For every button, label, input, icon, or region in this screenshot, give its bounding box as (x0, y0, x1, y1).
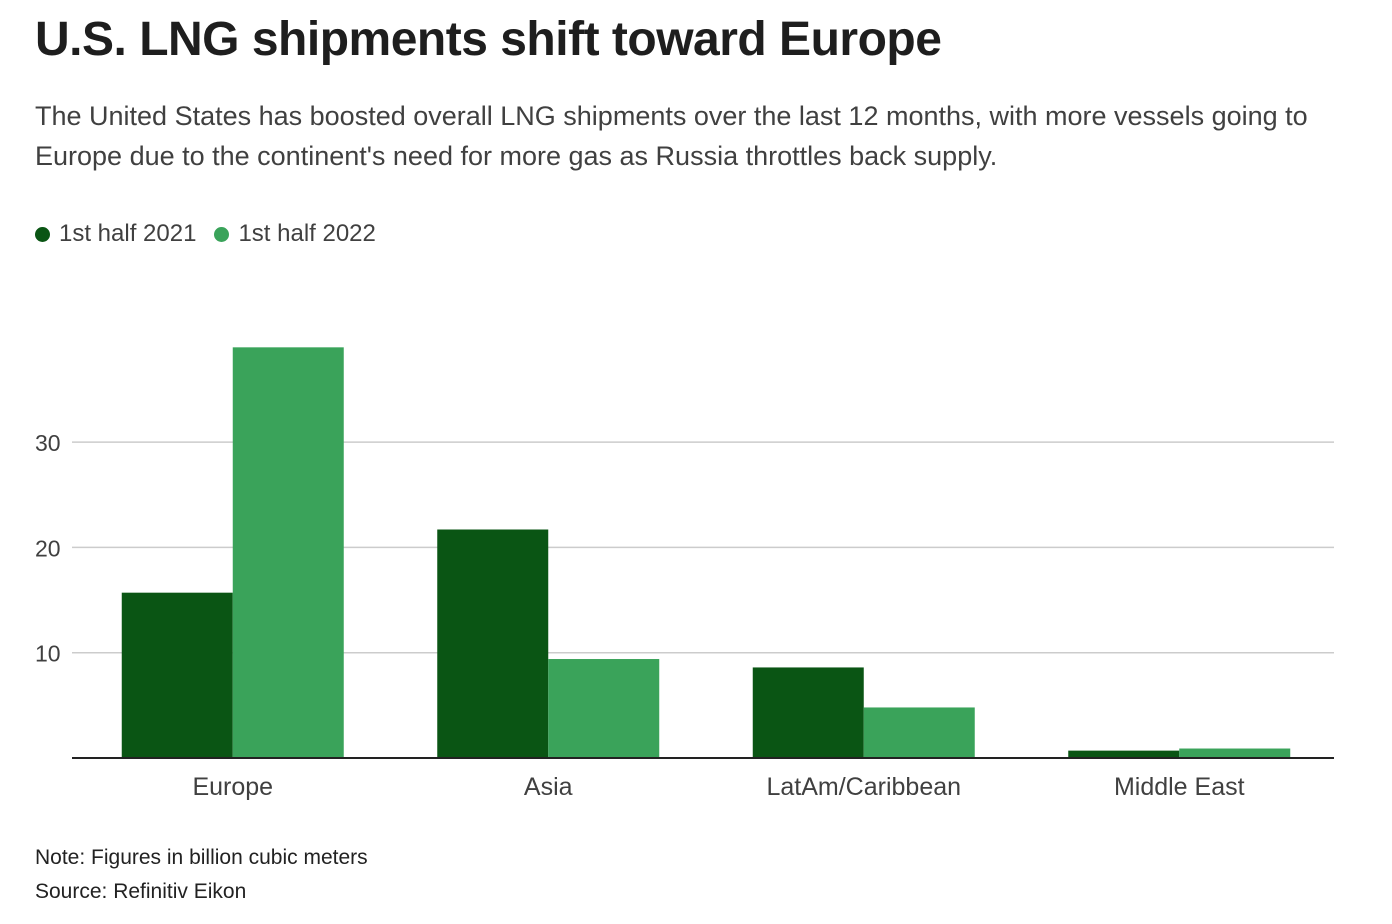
x-tick-label-latam-caribbean: LatAm/Caribbean (766, 773, 961, 801)
legend-swatch-2022 (214, 226, 230, 242)
chart-note: Note: Figures in billion cubic meters (35, 846, 368, 869)
legend-item-2021: 1st half 2021 (35, 220, 196, 248)
y-tick-label-30: 30 (35, 430, 61, 456)
bar-europe-2022 (232, 347, 344, 758)
bar-asia-2022 (548, 659, 660, 758)
legend-item-2022: 1st half 2022 (214, 220, 376, 248)
bar-middle-east-2021 (1068, 750, 1180, 758)
legend-label-2022: 1st half 2022 (238, 220, 376, 247)
bar-asia-2021 (437, 529, 549, 758)
x-tick-label-middle-east: Middle East (1114, 773, 1245, 801)
y-tick-label-10: 10 (35, 641, 61, 667)
y-tick-label-20: 20 (35, 535, 61, 561)
legend-label-2021: 1st half 2021 (59, 220, 197, 247)
chart-title: U.S. LNG shipments shift toward Europe (35, 13, 942, 66)
bar-middle-east-2022 (1179, 748, 1291, 758)
bar-latam-caribbean-2022 (863, 707, 975, 758)
x-tick-label-asia: Asia (524, 773, 573, 801)
legend: 1st half 2021 1st half 2022 (35, 220, 394, 248)
x-tick-label-europe: Europe (192, 773, 273, 801)
chart-subtitle: The United States has boosted overall LN… (35, 101, 1308, 171)
legend-swatch-2021 (35, 226, 50, 242)
chart-source: Source: Refinitiv Eikon (35, 880, 247, 903)
bar-chart: 10 20 30 Europe Asia LatAm/Caribbean Middle Ea… (35, 347, 1334, 801)
bar-latam-caribbean-2021 (752, 667, 864, 758)
bar-europe-2021 (121, 592, 233, 758)
